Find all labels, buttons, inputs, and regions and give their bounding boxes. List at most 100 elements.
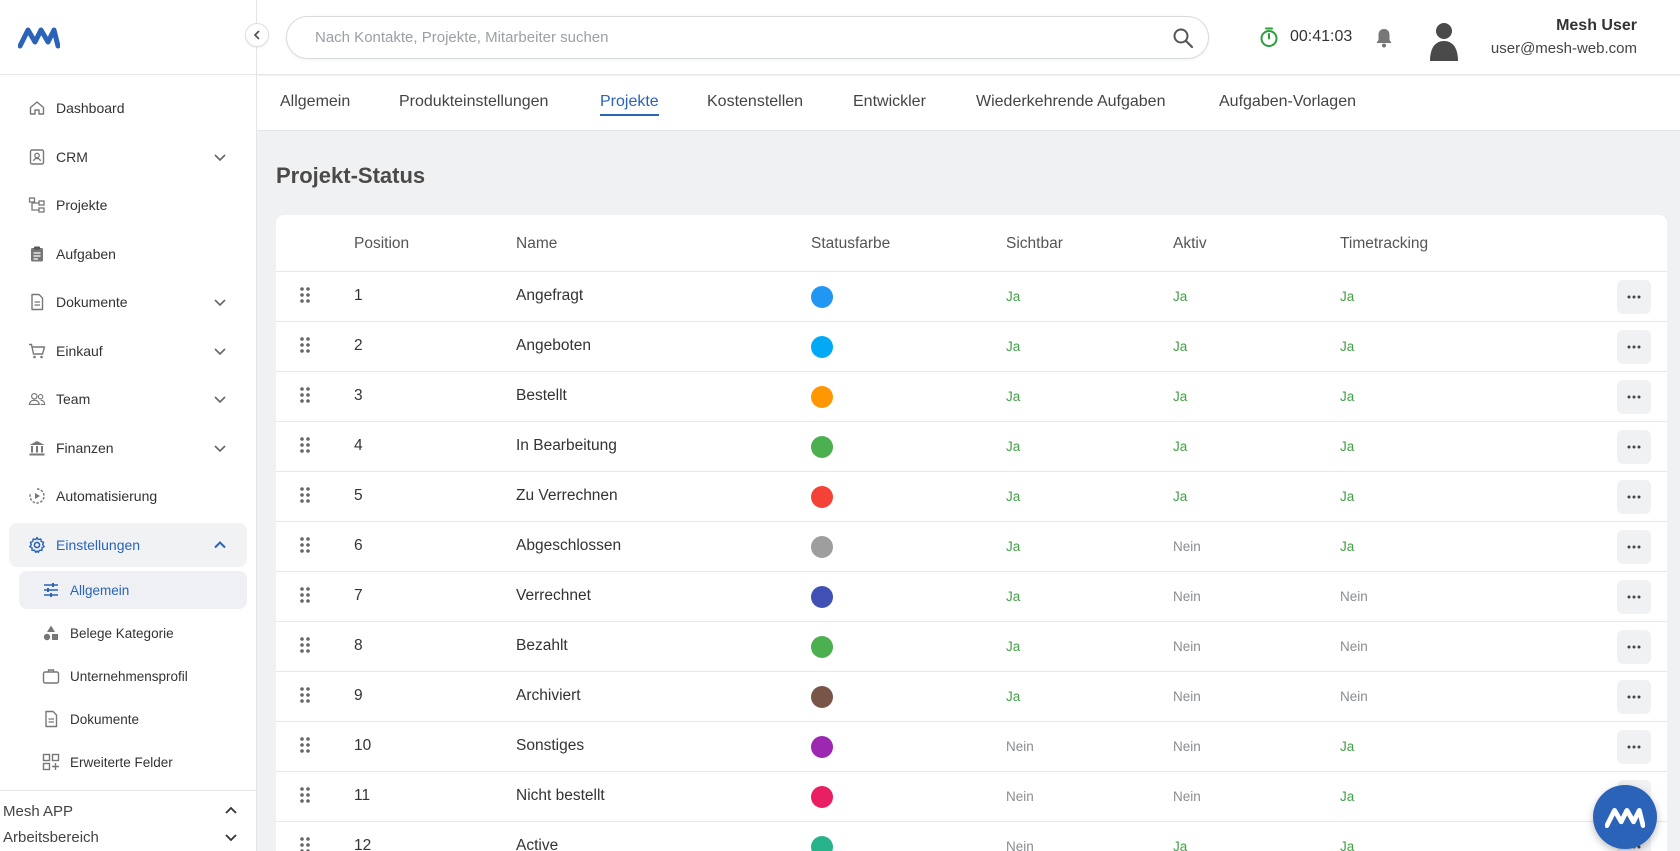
column-header-aktiv[interactable]: Aktiv — [1173, 235, 1207, 252]
table-row[interactable]: 12 Active Nein Ja Ja — [276, 822, 1667, 851]
row-more-button[interactable] — [1617, 480, 1651, 514]
avatar[interactable] — [1427, 19, 1461, 61]
mesh-fab-button[interactable] — [1593, 785, 1657, 849]
sidebar-subitem-label: Erweiterte Felder — [70, 754, 173, 770]
row-timetracking: Nein — [1340, 639, 1368, 654]
table-row[interactable]: 9 Archiviert Ja Nein Nein — [276, 672, 1667, 722]
tab-produkteinstellungen[interactable]: Produkteinstellungen — [399, 93, 549, 110]
team-icon — [28, 390, 46, 408]
column-header-name[interactable]: Name — [516, 235, 558, 252]
table-row[interactable]: 3 Bestellt Ja Ja Ja — [276, 372, 1667, 422]
row-more-button[interactable] — [1617, 530, 1651, 564]
column-header-timetracking[interactable]: Timetracking — [1340, 235, 1429, 252]
drag-handle-icon[interactable] — [298, 836, 312, 851]
status-color-swatch — [811, 436, 833, 458]
collapse-sidebar-button[interactable] — [245, 23, 269, 47]
drag-handle-icon[interactable] — [298, 736, 312, 754]
tab-allgemein[interactable]: Allgemein — [280, 93, 351, 110]
search-input[interactable] — [315, 17, 1145, 57]
sidebar-item-dokumente[interactable]: Dokumente — [9, 280, 247, 324]
table-row[interactable]: 8 Bezahlt Ja Nein Nein — [276, 622, 1667, 672]
row-more-button[interactable] — [1617, 380, 1651, 414]
drag-handle-icon[interactable] — [298, 586, 312, 604]
sidebar-item-finanzen[interactable]: Finanzen — [9, 426, 247, 470]
row-position: 12 — [354, 837, 372, 851]
tab-entwickler[interactable]: Entwickler — [853, 93, 926, 110]
drag-handle-icon[interactable] — [298, 536, 312, 554]
user-name[interactable]: Mesh User — [1556, 17, 1637, 34]
sidebar-subitem-erweiterte-felder[interactable]: Erweiterte Felder — [19, 743, 247, 781]
bell-icon[interactable] — [1374, 27, 1394, 49]
sidebar-subitem-label: Belege Kategorie — [70, 625, 174, 641]
tab-kostenstellen[interactable]: Kostenstellen — [707, 93, 804, 110]
row-more-button[interactable] — [1617, 430, 1651, 464]
more-horizontal-icon — [1627, 545, 1641, 549]
sidebar-item-einkauf[interactable]: Einkauf — [9, 329, 247, 373]
settings-tabs: Allgemein Produkteinstellungen Projekte Kos… — [257, 76, 1680, 131]
drag-handle-icon[interactable] — [298, 636, 312, 654]
status-color-swatch — [811, 486, 833, 508]
column-header-position[interactable]: Position — [354, 235, 410, 252]
table-row[interactable]: 1 Angefragt Ja Ja Ja — [276, 272, 1667, 322]
sidebar-item-crm[interactable]: CRM — [9, 135, 247, 179]
row-more-button[interactable] — [1617, 580, 1651, 614]
search-icon[interactable] — [1172, 27, 1194, 49]
table-row[interactable]: 11 Nicht bestellt Nein Nein Ja — [276, 772, 1667, 822]
sidebar-subitem-unternehmensprofil[interactable]: Unternehmensprofil — [19, 657, 247, 695]
drag-handle-icon[interactable] — [298, 336, 312, 354]
sidebar-item-dashboard[interactable]: Dashboard — [9, 86, 247, 130]
sidebar-item-einstellungen[interactable]: Einstellungen — [9, 522, 247, 567]
row-more-button[interactable] — [1617, 330, 1651, 364]
row-timetracking: Nein — [1340, 589, 1368, 604]
row-name: Verrechnet — [516, 587, 591, 604]
sidebar-item-label: Dashboard — [56, 100, 125, 116]
sidebar-item-team[interactable]: Team — [9, 377, 247, 421]
sidebar-item-projekte[interactable]: Projekte — [9, 183, 247, 227]
row-more-button[interactable] — [1617, 630, 1651, 664]
row-timetracking: Ja — [1340, 289, 1355, 304]
table-row[interactable]: 2 Angeboten Ja Ja Ja — [276, 322, 1667, 372]
more-horizontal-icon — [1627, 595, 1641, 599]
sidebar-item-label: Dokumente — [56, 294, 128, 310]
column-header-statusfarbe[interactable]: Statusfarbe — [811, 235, 891, 252]
drag-handle-icon[interactable] — [298, 286, 312, 304]
table-row[interactable]: 7 Verrechnet Ja Nein Nein — [276, 572, 1667, 622]
tab-wiederkehrende-aufgaben[interactable]: Wiederkehrende Aufgaben — [976, 93, 1166, 110]
table-row[interactable]: 6 Abgeschlossen Ja Nein Ja — [276, 522, 1667, 572]
table-row[interactable]: 10 Sonstiges Nein Nein Ja — [276, 722, 1667, 772]
sidebar-item-aufgaben[interactable]: Aufgaben — [9, 232, 247, 276]
row-more-button[interactable] — [1617, 680, 1651, 714]
mesh-app-toggle[interactable]: Mesh APP — [0, 798, 256, 824]
drag-handle-icon[interactable] — [298, 786, 312, 804]
row-aktiv: Nein — [1173, 539, 1201, 554]
table-row[interactable]: 4 In Bearbeitung Ja Ja Ja — [276, 422, 1667, 472]
cart-icon — [28, 342, 46, 360]
row-more-button[interactable] — [1617, 280, 1651, 314]
sidebar-item-automatisierung[interactable]: Automatisierung — [9, 474, 247, 518]
more-horizontal-icon — [1627, 345, 1641, 349]
tab-aufgaben-vorlagen[interactable]: Aufgaben-Vorlagen — [1219, 93, 1356, 110]
column-header-sichtbar[interactable]: Sichtbar — [1006, 235, 1063, 252]
row-sichtbar: Ja — [1006, 489, 1021, 504]
drag-handle-icon[interactable] — [298, 386, 312, 404]
briefcase-icon — [42, 667, 60, 685]
drag-handle-icon[interactable] — [298, 436, 312, 454]
tab-projekte[interactable]: Projekte — [600, 93, 659, 116]
top-header: 00:41:03 Mesh User user@mesh-web.com — [257, 0, 1680, 75]
sidebar-subitem-label: Allgemein — [70, 582, 130, 598]
drag-handle-icon[interactable] — [298, 486, 312, 504]
status-color-swatch — [811, 636, 833, 658]
workspace-toggle[interactable]: Arbeitsbereich — [0, 824, 256, 850]
row-position: 1 — [354, 287, 363, 304]
sidebar-subitem-belege-kategorie[interactable]: Belege Kategorie — [19, 614, 247, 652]
mesh-logo-icon[interactable] — [18, 24, 60, 50]
sidebar-subitem-allgemein[interactable]: Allgemein — [19, 571, 247, 609]
global-search — [286, 16, 1209, 59]
row-more-button[interactable] — [1617, 730, 1651, 764]
sidebar-subitem-dokumente[interactable]: Dokumente — [19, 700, 247, 738]
time-tracker[interactable]: 00:41:03 — [1258, 26, 1352, 48]
drag-handle-icon[interactable] — [298, 686, 312, 704]
table-row[interactable]: 5 Zu Verrechnen Ja Ja Ja — [276, 472, 1667, 522]
row-aktiv: Nein — [1173, 639, 1201, 654]
document-icon — [42, 710, 60, 728]
